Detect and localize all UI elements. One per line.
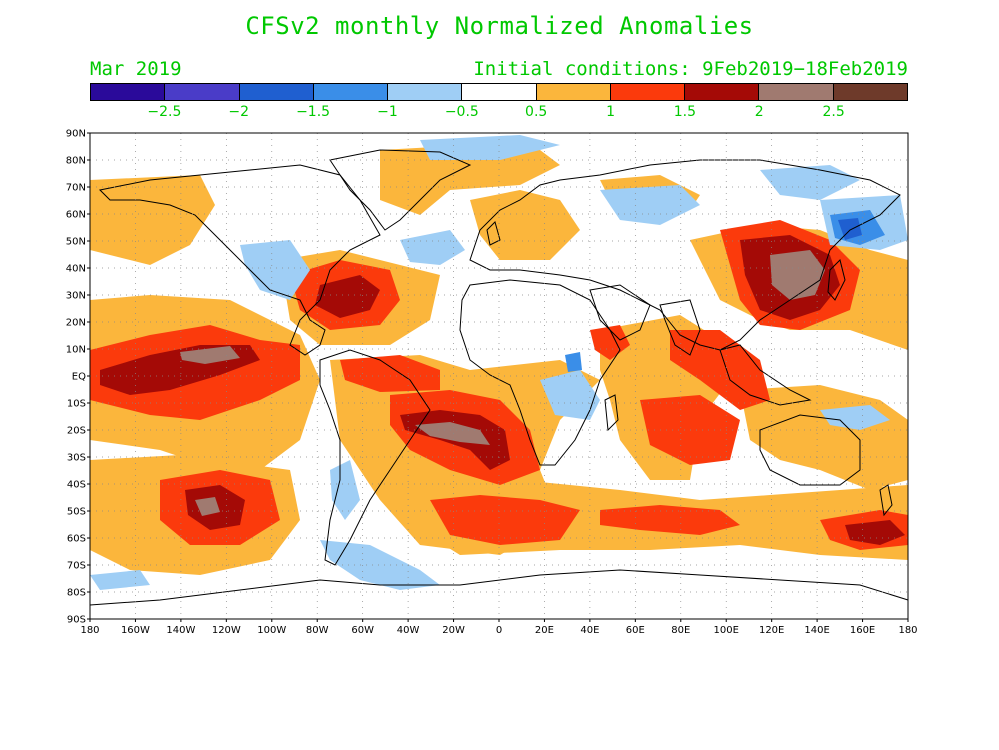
- graticule: [90, 133, 908, 619]
- latitude-label: 80S: [67, 588, 86, 599]
- longitude-label: 100W: [257, 625, 286, 636]
- colorbar-swatch: [313, 84, 389, 100]
- latitude-label: EQ: [72, 372, 86, 383]
- longitude-label: 180: [80, 625, 99, 636]
- forecast-month: Mar 2019: [90, 58, 182, 80]
- colorbar-swatch: [685, 84, 760, 100]
- longitude-label: 120E: [759, 625, 784, 636]
- colorbar-swatch: [833, 84, 907, 100]
- colorbar-label: −1: [377, 104, 398, 120]
- latitude-label: 40N: [66, 264, 86, 275]
- latitude-label: 90N: [66, 129, 86, 140]
- coastlines: [89, 149, 909, 606]
- latitude-label: 70N: [66, 183, 86, 194]
- latitude-label: 50N: [66, 237, 86, 248]
- longitude-label: 60W: [351, 625, 374, 636]
- colorbar-label: −1.5: [296, 104, 331, 120]
- colorbar-swatch: [536, 84, 611, 100]
- colorbar-label: 2: [754, 104, 764, 120]
- latitude-label: 30S: [67, 453, 86, 464]
- colorbar-label: 1.5: [673, 104, 697, 120]
- colorbar-label: −2.5: [147, 104, 182, 120]
- longitude-label: 20E: [535, 625, 554, 636]
- longitude-labels: 180 160W 140W 120W 100W 80W 60W 40W 20W 0 20E 40E 60…: [80, 619, 918, 636]
- latitude-label: 70S: [67, 561, 86, 572]
- latitude-label: 90S: [67, 615, 86, 626]
- longitude-label: 80W: [306, 625, 329, 636]
- longitude-label: 20W: [442, 625, 465, 636]
- longitude-label: 160W: [121, 625, 150, 636]
- longitude-label: 60E: [626, 625, 645, 636]
- longitude-label: 80E: [671, 625, 690, 636]
- colorbar: [90, 83, 908, 101]
- colorbar-label: 2.5: [822, 104, 845, 120]
- colorbar-label: 1: [606, 104, 615, 120]
- colorbar-label: −0.5: [444, 104, 479, 120]
- map-title: CFSv2 monthly Normalized Anomalies: [245, 12, 754, 40]
- latitude-label: 30N: [66, 291, 86, 302]
- longitude-label: 0: [496, 625, 502, 636]
- anomaly-field: [90, 135, 908, 590]
- longitude-label: 40E: [580, 625, 599, 636]
- colorbar-label: −2: [228, 104, 250, 120]
- latitude-label: 10S: [67, 399, 86, 410]
- colorbar-swatch: [239, 84, 314, 100]
- latitude-label: 20N: [66, 318, 86, 329]
- latitude-label: 60N: [66, 210, 86, 221]
- latitude-label: 20S: [67, 426, 86, 437]
- colorbar-swatch: [165, 84, 240, 100]
- longitude-label: 180: [898, 625, 917, 636]
- colorbar-swatch: [462, 84, 537, 100]
- colorbar-swatch: [91, 84, 166, 100]
- longitude-label: 40W: [397, 625, 420, 636]
- colorbar-swatch: [759, 84, 834, 100]
- latitude-label: 80N: [66, 156, 86, 167]
- latitude-label: 10N: [66, 345, 86, 356]
- colorbar-swatch: [610, 84, 686, 100]
- longitude-label: 140E: [804, 625, 829, 636]
- longitude-label: 160E: [850, 625, 875, 636]
- colorbar-swatch: [388, 84, 463, 100]
- latitude-label: 50S: [67, 507, 86, 518]
- longitude-label: 140W: [166, 625, 195, 636]
- latitude-label: 60S: [67, 534, 86, 545]
- latitude-label: 40S: [67, 480, 86, 491]
- initial-conditions: Initial conditions: 9Feb2019−18Feb2019: [473, 58, 908, 80]
- longitude-label: 100E: [714, 625, 739, 636]
- colorbar-label: 0.5: [525, 104, 548, 120]
- longitude-label: 120W: [212, 625, 241, 636]
- latitude-labels: 90N 80N 70N 60N 50N 40N 30N 20N 10N EQ 10S 20S 30S 40…: [66, 129, 90, 626]
